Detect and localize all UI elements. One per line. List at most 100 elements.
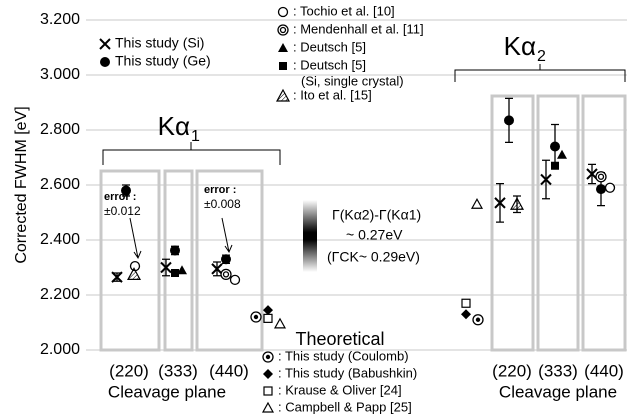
marker-shape: [261, 401, 275, 413]
y-tick-label: 3.000: [40, 66, 80, 83]
marker-shape: [273, 317, 287, 329]
x-tick-label: (333): [538, 361, 578, 380]
arrows: [129, 217, 233, 260]
legend-label: : Tochio et al. [10]: [293, 3, 395, 18]
y-axis-label: Corrected FWHM [eV]: [13, 106, 30, 263]
marker-shape: [279, 62, 287, 70]
marker-shape: [470, 198, 484, 209]
marker-shape: [596, 184, 606, 195]
x-tick-label: (220): [109, 361, 149, 380]
marker: [263, 313, 273, 323]
marker-shape: [126, 267, 142, 280]
marker-shape: [494, 197, 506, 209]
x-tick-label: (440): [209, 361, 249, 380]
marker: [504, 115, 514, 126]
legend-label: : Deutsch [5]: [293, 39, 366, 54]
marker: [111, 271, 123, 283]
legend-marker: [277, 24, 289, 36]
marker: [171, 269, 179, 277]
marker: [461, 309, 471, 320]
group-label: Kα: [158, 111, 190, 141]
marker-shape: [220, 268, 232, 281]
legend-marker: [100, 57, 110, 67]
legend-marker: [279, 62, 287, 70]
error-note: error :: [204, 184, 236, 196]
group-label-subscript: 1: [191, 128, 200, 145]
marker-shape: [509, 196, 525, 210]
x-tick-label: (440): [584, 361, 624, 380]
legend-label: : Mendenhall et al. [11]: [293, 21, 424, 36]
marker: [273, 317, 287, 329]
marker: [170, 245, 180, 256]
annotation: Γ(Kα2)-Γ(Kα1): [332, 207, 421, 223]
marker-shape: [170, 245, 180, 256]
marker-shape: [595, 171, 607, 183]
marker: [220, 268, 232, 281]
marker-shape: [253, 314, 259, 320]
error-note: ±0.012: [104, 204, 141, 218]
theoretical-label: Theoretical: [295, 329, 384, 349]
marker-shape: [586, 168, 598, 180]
legend-marker: [278, 43, 288, 52]
x-axis-label: Cleavage plane: [499, 382, 617, 401]
marker: [551, 161, 559, 170]
marker-shape: [540, 173, 552, 186]
marker-shape: [171, 269, 179, 277]
marker-shape: [221, 254, 231, 265]
marker: [263, 305, 273, 316]
marker: [211, 263, 223, 275]
marker: [494, 197, 506, 209]
marker: [221, 254, 231, 265]
gamma-bar: [303, 200, 317, 272]
marker: [472, 314, 484, 326]
marker: [470, 198, 484, 209]
legend-marker: [277, 6, 289, 18]
marker-shape: [99, 38, 111, 50]
legend-label: : This study (Babushkin): [278, 365, 417, 380]
error-note: ±0.008: [204, 197, 241, 211]
marker-shape: [597, 173, 605, 180]
x-tick-label: (220): [492, 361, 532, 380]
marker: [121, 185, 131, 196]
legend-marker: [263, 386, 273, 396]
marker: [177, 265, 187, 275]
x-axis-label: Cleavage plane: [108, 382, 226, 401]
x-tick-label: (333): [158, 361, 198, 380]
marker-shape: [461, 309, 471, 320]
marker-shape: [551, 161, 559, 170]
marker-shape: [461, 298, 471, 308]
legend-label: : Campbell & Papp [25]: [278, 399, 412, 414]
marker: [509, 196, 525, 210]
marker-shape: [279, 26, 287, 34]
marker: [126, 267, 142, 280]
legend-label: (Si, single crystal): [301, 73, 404, 88]
y-tick-label: 2.000: [40, 341, 80, 358]
marker: [596, 184, 606, 195]
marker: [557, 149, 567, 159]
marker-shape: [160, 261, 172, 274]
marker-shape: [277, 6, 289, 18]
error-note: error :: [104, 191, 136, 203]
marker-shape: [475, 317, 481, 322]
marker: [595, 171, 607, 183]
marker-shape: [211, 263, 223, 275]
marker-shape: [263, 386, 273, 396]
legend-marker: [263, 369, 273, 379]
y-tick-label: 2.800: [40, 121, 80, 138]
legend-label: : This study (Coulomb): [278, 348, 409, 363]
legend-label: : Deutsch [5]: [293, 57, 366, 72]
column-boxes: [99, 94, 627, 352]
group-label-subscript: 2: [537, 48, 546, 65]
legend-marker: [262, 351, 274, 363]
marker-shape: [550, 141, 560, 152]
marker-shape: [277, 24, 289, 36]
annotation: ~ 0.27eV: [346, 227, 403, 243]
marker: [550, 141, 560, 152]
marker-shape: [263, 369, 273, 379]
marker: [540, 173, 552, 186]
marker-shape: [111, 271, 123, 283]
legend-marker: [99, 38, 111, 50]
marker-shape: [265, 354, 271, 360]
marker-shape: [504, 115, 514, 126]
marker: [604, 182, 616, 193]
